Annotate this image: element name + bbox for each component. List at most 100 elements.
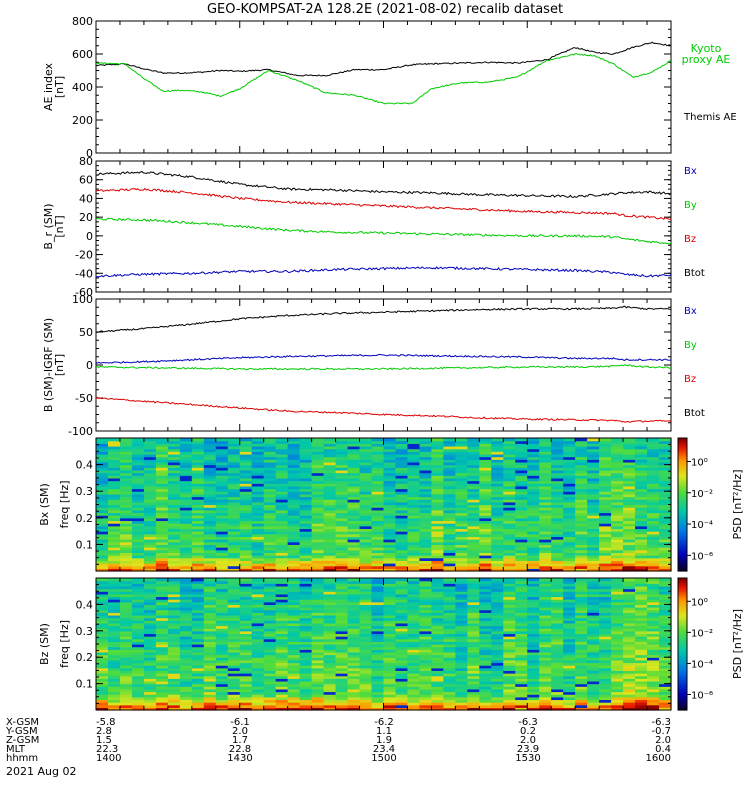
spectrogram-cell bbox=[119, 443, 133, 447]
spectrogram-cell bbox=[383, 523, 397, 527]
spectrogram-cell bbox=[287, 699, 301, 703]
spectrogram-cell bbox=[515, 520, 528, 524]
spectrogram-cell bbox=[503, 480, 516, 484]
spectrogram-cell bbox=[419, 625, 433, 629]
spectrogram-cell bbox=[431, 678, 444, 682]
spectrogram-cell bbox=[395, 686, 409, 690]
spectrogram-cell bbox=[119, 628, 133, 632]
colorbar-segment bbox=[678, 531, 687, 534]
spectrogram-cell bbox=[563, 469, 576, 474]
spectrogram-cell bbox=[335, 686, 349, 690]
spectrogram-cell bbox=[371, 485, 385, 490]
spectrogram-cell bbox=[347, 578, 361, 582]
spectrogram-cell bbox=[167, 453, 181, 458]
spectrogram-cell bbox=[107, 539, 121, 543]
spectrogram-cell bbox=[167, 688, 181, 693]
spectrogram-cell bbox=[227, 525, 241, 530]
spectrogram-cell bbox=[275, 528, 289, 532]
spectrogram-cell bbox=[359, 539, 373, 543]
spectrogram-cell bbox=[215, 644, 229, 648]
spectrogram-cell bbox=[551, 667, 564, 671]
spectrogram-cell bbox=[311, 641, 325, 645]
spectrogram-cell bbox=[155, 491, 169, 495]
spectrogram-cell bbox=[179, 667, 193, 671]
spectrogram-cell bbox=[311, 445, 325, 450]
spectrogram-cell bbox=[515, 493, 528, 498]
spectrogram-cell bbox=[275, 520, 289, 524]
spectrogram-cell bbox=[419, 485, 433, 490]
spectrogram-cell bbox=[431, 499, 444, 503]
spectrogram-cell bbox=[239, 493, 253, 498]
colorbar-segment bbox=[678, 453, 687, 457]
spectrogram-cell bbox=[203, 625, 217, 629]
spectrogram-cell bbox=[311, 528, 325, 532]
spectrogram-cell bbox=[239, 499, 253, 503]
spectrogram-cell bbox=[659, 557, 672, 561]
spectrogram-cell bbox=[179, 680, 193, 685]
spectrogram-cell bbox=[275, 485, 289, 490]
spectrogram-cell bbox=[107, 707, 121, 711]
colorbar-segment bbox=[678, 440, 687, 444]
spectrogram-cell bbox=[431, 641, 444, 645]
spectrogram-cell bbox=[263, 557, 277, 561]
spectrogram-cell bbox=[527, 657, 540, 661]
spectrogram-cell bbox=[539, 448, 552, 452]
spectrogram-cell bbox=[407, 504, 421, 508]
spectrogram-cell bbox=[503, 628, 516, 632]
spectrogram-cell bbox=[311, 563, 325, 567]
y-tick-label: 40 bbox=[79, 192, 93, 205]
spectrogram-cell bbox=[479, 670, 492, 674]
spectrogram-cell bbox=[395, 509, 409, 514]
spectrogram-cell bbox=[527, 659, 540, 664]
spectrogram-cell bbox=[395, 646, 409, 650]
spectrogram-cell bbox=[431, 670, 444, 674]
spectrogram-cell bbox=[383, 688, 397, 693]
spectrogram-cell bbox=[395, 696, 409, 701]
spectrogram-cell bbox=[371, 547, 385, 551]
spectrogram-cell bbox=[575, 549, 588, 553]
spectrogram-cell bbox=[491, 641, 504, 645]
spectrogram-cell bbox=[131, 507, 145, 511]
spectrogram-cell bbox=[347, 525, 361, 530]
colorbar-segment bbox=[678, 553, 687, 557]
spectrogram-cell bbox=[575, 659, 588, 664]
spectrogram-cell bbox=[143, 699, 157, 703]
spectrogram-cell bbox=[539, 563, 552, 567]
spectrogram-cell bbox=[431, 549, 444, 553]
spectrogram-cell bbox=[119, 670, 133, 674]
spectrogram-cell bbox=[371, 707, 385, 711]
spectrogram-cell bbox=[323, 680, 337, 685]
spectrogram-cell bbox=[599, 560, 612, 564]
spectrogram-cell bbox=[431, 601, 444, 605]
spectrogram-cell bbox=[335, 588, 349, 592]
spectrogram-cell bbox=[203, 509, 217, 514]
spectrogram-cell bbox=[359, 614, 373, 619]
spectrogram-cell bbox=[587, 533, 600, 538]
spectrogram-cell bbox=[455, 528, 468, 532]
colorbar-segment bbox=[678, 442, 687, 446]
spectrogram-cell bbox=[623, 517, 636, 522]
spectrogram-cell bbox=[335, 488, 349, 492]
spectrogram-cell bbox=[563, 625, 576, 629]
spectrogram-cell bbox=[263, 536, 277, 540]
spectrogram-cell bbox=[323, 578, 337, 582]
spectrogram-cell bbox=[611, 565, 624, 569]
spectrogram-cell bbox=[335, 440, 349, 444]
spectrogram-cell bbox=[275, 515, 289, 519]
spectrogram-cell bbox=[503, 644, 516, 648]
spectrogram-cell bbox=[443, 563, 456, 567]
spectrogram-cell bbox=[503, 459, 516, 463]
spectrogram-cell bbox=[599, 517, 612, 522]
spectrogram-cell bbox=[479, 641, 492, 645]
spectrogram-cell bbox=[371, 578, 385, 582]
spectrogram-cell bbox=[467, 612, 480, 616]
spectrogram-cell bbox=[107, 628, 121, 632]
spectrogram-cell bbox=[275, 472, 289, 476]
spectrogram-cell bbox=[347, 654, 361, 658]
spectrogram-cell bbox=[503, 547, 516, 551]
spectrogram-cell bbox=[359, 580, 373, 584]
spectrogram-cell bbox=[179, 580, 193, 584]
spectrogram-cell bbox=[275, 585, 289, 590]
spectrogram-cell bbox=[119, 467, 133, 471]
